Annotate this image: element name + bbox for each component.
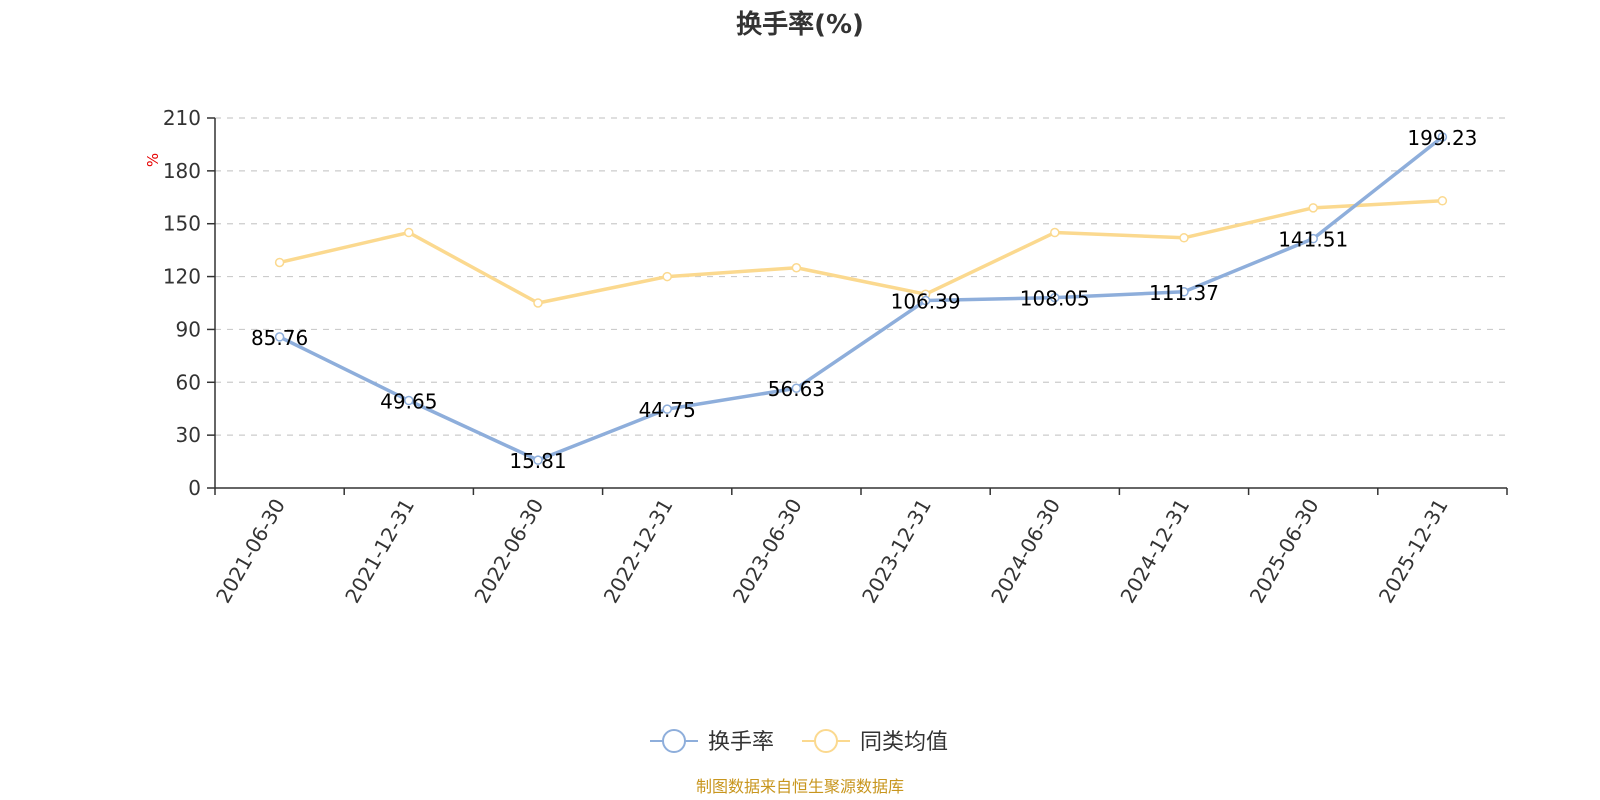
data-point xyxy=(791,263,802,273)
x-tick-label: 2023-06-30 xyxy=(728,495,807,608)
legend-label: 同类均值 xyxy=(860,730,948,755)
data-label: 106.39 xyxy=(891,290,961,314)
x-tick-label: 2022-06-30 xyxy=(469,495,548,608)
data-source-note: 制图数据来自恒生聚源数据库 xyxy=(696,777,904,796)
data-label: 56.63 xyxy=(768,377,825,401)
data-point xyxy=(1050,227,1060,238)
data-point xyxy=(1179,287,1189,297)
data-point xyxy=(1437,196,1448,206)
legend[interactable]: 换手率 同类均值 xyxy=(650,729,948,755)
y-tick-label: 90 xyxy=(176,317,201,341)
x-tick-label: 2024-06-30 xyxy=(986,495,1065,608)
data-point xyxy=(662,404,672,414)
y-tick-label: 30 xyxy=(176,423,201,447)
data-label: 141.51 xyxy=(1278,228,1348,252)
data-point xyxy=(1308,233,1318,244)
axes xyxy=(214,118,1507,489)
x-tick-label: 2023-12-31 xyxy=(857,495,936,608)
data-label: 15.81 xyxy=(509,449,566,473)
y-tick-label: 60 xyxy=(176,370,201,394)
data-label: 85.76 xyxy=(251,326,308,350)
data-point xyxy=(1050,292,1060,303)
series-line xyxy=(278,135,1444,462)
data-point xyxy=(533,298,543,308)
legend-label: 换手率 xyxy=(708,730,774,755)
x-axis-ticks: 2021-06-30 2021-12-31 2022-06-30 2022-12-31… xyxy=(211,488,1508,608)
series-line xyxy=(279,199,1443,305)
data-label: 199.23 xyxy=(1407,126,1477,150)
data-label: 108.05 xyxy=(1020,287,1090,311)
legend-marker xyxy=(814,729,838,753)
x-tick-label: 2025-06-30 xyxy=(1245,495,1324,608)
data-point xyxy=(274,257,285,268)
x-tick-label: 2024-12-31 xyxy=(1115,495,1194,608)
x-tick-label: 2022-12-31 xyxy=(599,495,678,608)
data-point xyxy=(404,395,414,406)
data-label: 44.75 xyxy=(639,398,696,422)
x-tick-label: 2021-06-30 xyxy=(211,495,290,608)
y-axis-ticks: 0 30 60 90 120 150 180 210 xyxy=(163,106,215,500)
grid-lines xyxy=(215,117,1507,436)
chart-title: 换手率(%) xyxy=(736,9,864,40)
data-label: 49.65 xyxy=(380,390,437,414)
x-tick-label: 2025-12-31 xyxy=(1374,495,1453,608)
data-point xyxy=(1437,132,1448,142)
legend-marker xyxy=(662,729,686,753)
data-labels: 85.76 49.65 15.81 44.75 56.63 106.39 108.05 111… xyxy=(251,126,1477,473)
data-point xyxy=(1179,233,1189,243)
series-lines xyxy=(274,132,1448,465)
data-point xyxy=(533,455,543,465)
data-point xyxy=(662,271,672,282)
data-point xyxy=(791,383,802,393)
y-tick-label: 210 xyxy=(163,106,201,130)
data-label: 111.37 xyxy=(1149,281,1219,305)
y-axis-unit-label: % xyxy=(144,153,162,167)
y-tick-label: 0 xyxy=(188,476,201,500)
y-tick-label: 150 xyxy=(163,212,201,236)
data-point xyxy=(920,295,931,306)
y-tick-label: 180 xyxy=(163,159,201,183)
data-point xyxy=(1308,203,1318,213)
x-tick-label: 2021-12-31 xyxy=(340,495,419,608)
data-point xyxy=(274,332,285,342)
y-tick-label: 120 xyxy=(163,265,201,289)
data-point xyxy=(404,227,414,238)
